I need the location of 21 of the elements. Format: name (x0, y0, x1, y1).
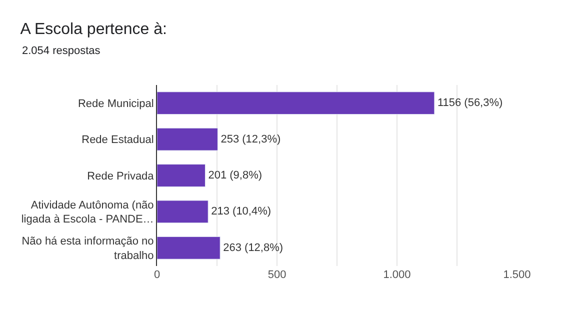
bar (157, 164, 206, 187)
text: 2.054 respostas (22, 45, 101, 57)
bar (157, 200, 208, 224)
y-tick-label: Rede Privada (87, 170, 155, 182)
bar (157, 236, 220, 260)
data-label: 201 (9,8%) (208, 170, 262, 182)
data-label: 1156 (56,3%) (437, 97, 503, 110)
data-label: 253 (12,3%) (220, 133, 281, 146)
x-tick-label: 500 (268, 269, 286, 281)
x-tick-label: 0 (154, 269, 160, 281)
x-tick-label: 1.000 (383, 269, 411, 281)
data-label: 263 (12,8%) (223, 242, 284, 254)
data-label: 213 (10,4%) (211, 206, 272, 218)
y-tick-label: Não há esta informação no trabalho (22, 236, 154, 262)
x-tick-label: 1.500 (503, 269, 531, 281)
bar (157, 92, 435, 115)
chart-title: A Escola pertence à: (20, 21, 167, 38)
y-tick-label: Rede Estadual (82, 134, 154, 146)
y-tick-label: Rede Municipal (78, 98, 154, 110)
bar (157, 128, 218, 151)
y-tick-label: Atividade Autônoma (não ligada à Escola - PANDE… (21, 199, 154, 226)
